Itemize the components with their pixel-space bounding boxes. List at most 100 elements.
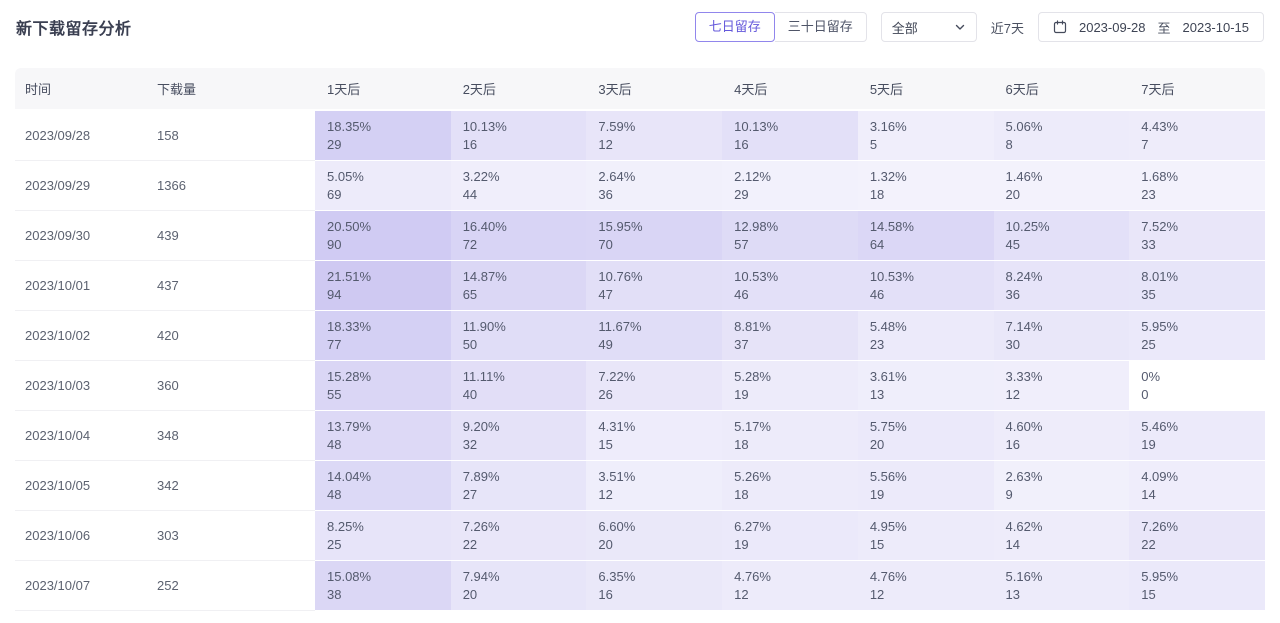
date-range-separator: 至 <box>1157 20 1171 36</box>
cell-rate: 8.25% <box>327 518 364 534</box>
table-row: 2023/10/05 342 14.04% 48 7.89% 27 3.51% 12 5.26%… <box>15 461 1265 511</box>
retention-cell: 16.40% 72 <box>450 211 587 261</box>
cell-rate: 4.60% <box>1005 418 1043 434</box>
cell-count: 20 <box>598 536 613 552</box>
cell-count: 14 <box>1005 536 1020 552</box>
cell-rate: 7.26% <box>462 518 500 534</box>
date-range-start[interactable]: 2023-09-28 <box>1078 19 1146 35</box>
retention-cell: 5.46% 19 <box>1129 411 1265 461</box>
cell-count: 72 <box>462 236 478 252</box>
cell-rate: 7.22% <box>598 368 636 384</box>
retention-cell: 5.05% 69 <box>315 161 451 211</box>
cell-rate: 18.35% <box>327 118 372 134</box>
cell-rate: 8.24% <box>1005 268 1043 284</box>
retention-tab-1[interactable]: 三十日留存 <box>774 12 867 42</box>
column-header-5: 4天后 <box>722 68 858 111</box>
retention-cell: 14.58% 64 <box>857 211 994 261</box>
retention-cell: 4.60% 16 <box>993 411 1130 461</box>
cell-rate: 4.95% <box>869 518 907 534</box>
cell-count: 5 <box>869 136 878 152</box>
cell-rate: 10.53% <box>734 268 779 284</box>
cell-rate: 1.32% <box>869 168 907 184</box>
cell-rate: 21.51% <box>327 268 372 284</box>
cell-count: 22 <box>462 536 478 552</box>
retention-cell: 3.22% 44 <box>450 161 587 211</box>
calendar-icon <box>1053 20 1067 34</box>
cell-rate: 16.40% <box>462 218 507 234</box>
column-header-6: 5天后 <box>857 68 994 111</box>
cell-rate: 7.59% <box>598 118 636 134</box>
channel-select[interactable]: 全部 <box>880 12 977 42</box>
cell-count: 12 <box>598 486 613 502</box>
retention-cell: 4.95% 15 <box>857 511 994 561</box>
date-cell: 2023/09/29 <box>15 161 147 211</box>
cell-rate: 4.76% <box>734 568 771 584</box>
cell-count: 33 <box>1141 236 1156 252</box>
date-cell: 2023/10/05 <box>15 461 147 511</box>
retention-cell: 3.51% 12 <box>586 461 723 511</box>
cell-rate: 5.95% <box>1141 318 1179 334</box>
retention-cell: 4.76% 12 <box>722 561 858 611</box>
date-cell: 2023/10/06 <box>15 511 147 561</box>
cell-rate: 14.04% <box>327 468 372 484</box>
cell-rate: 8.01% <box>1141 268 1179 284</box>
cell-count: 12 <box>1005 386 1020 402</box>
retention-cell: 4.76% 12 <box>857 561 994 611</box>
retention-cell: 7.89% 27 <box>450 461 587 511</box>
cell-count: 22 <box>1141 536 1156 552</box>
cell-rate: 4.43% <box>1141 118 1179 134</box>
cell-count: 46 <box>869 286 885 302</box>
cell-count: 50 <box>462 336 478 352</box>
cell-rate: 7.94% <box>462 568 500 584</box>
retention-toggle: 七日留存 三十日留存 <box>694 12 867 42</box>
column-header-0: 时间 <box>15 68 147 111</box>
channel-select-value: 全部 <box>891 20 918 36</box>
retention-cell: 8.25% 25 <box>315 511 451 561</box>
quick-range-link[interactable]: 近7天 <box>990 20 1024 36</box>
date-range-end[interactable]: 2023-10-15 <box>1182 19 1250 35</box>
date-range-picker[interactable]: 2023-09-28 至 2023-10-15 <box>1037 12 1264 42</box>
cell-rate: 14.87% <box>462 268 507 284</box>
cell-rate: 5.16% <box>1005 568 1043 584</box>
cell-count: 37 <box>734 336 749 352</box>
table-row: 2023/09/30 439 20.50% 90 16.40% 72 15.95% 70 12.… <box>15 211 1265 261</box>
date-cell: 2023/10/01 <box>15 261 147 311</box>
cell-count: 57 <box>734 236 749 252</box>
chevron-down-icon <box>954 21 966 33</box>
retention-cell: 3.16% 5 <box>857 111 994 161</box>
cell-rate: 5.17% <box>734 418 771 434</box>
downloads-cell: 1366 <box>147 161 315 211</box>
retention-cell: 21.51% 94 <box>315 261 451 311</box>
cell-rate: 3.33% <box>1005 368 1043 384</box>
retention-tab-0[interactable]: 七日留存 <box>694 12 775 42</box>
retention-cell: 4.09% 14 <box>1129 461 1265 511</box>
retention-cell: 5.95% 25 <box>1129 311 1265 361</box>
cell-count: 7 <box>1141 136 1149 152</box>
downloads-cell: 342 <box>147 461 315 511</box>
retention-cell: 8.01% 35 <box>1129 261 1265 311</box>
table-row: 2023/09/28 158 18.35% 29 10.13% 16 7.59% 12 10.1… <box>15 111 1265 161</box>
retention-cell: 2.12% 29 <box>722 161 858 211</box>
cell-count: 32 <box>462 436 478 452</box>
cell-count: 36 <box>1005 286 1020 302</box>
cell-count: 15 <box>869 536 885 552</box>
retention-cell: 18.35% 29 <box>315 111 451 161</box>
cell-rate: 5.75% <box>869 418 907 434</box>
date-cell: 2023/10/02 <box>15 311 147 361</box>
cell-count: 30 <box>1005 336 1020 352</box>
cell-count: 19 <box>1141 436 1156 452</box>
retention-cell: 12.98% 57 <box>722 211 858 261</box>
cell-rate: 15.95% <box>598 218 643 234</box>
retention-cell: 5.28% 19 <box>722 361 858 411</box>
date-cell: 2023/09/28 <box>15 111 147 161</box>
cell-count: 19 <box>869 486 885 502</box>
retention-cell: 2.64% 36 <box>586 161 723 211</box>
cell-rate: 6.35% <box>598 568 636 584</box>
cell-count: 18 <box>734 486 749 502</box>
cell-rate: 15.28% <box>327 368 372 384</box>
cell-count: 27 <box>462 486 478 502</box>
retention-cell: 3.33% 12 <box>993 361 1130 411</box>
retention-cell: 5.17% 18 <box>722 411 858 461</box>
downloads-cell: 439 <box>147 211 315 261</box>
table-row: 2023/10/07 252 15.08% 38 7.94% 20 6.35% 16 4.76%… <box>15 561 1265 611</box>
